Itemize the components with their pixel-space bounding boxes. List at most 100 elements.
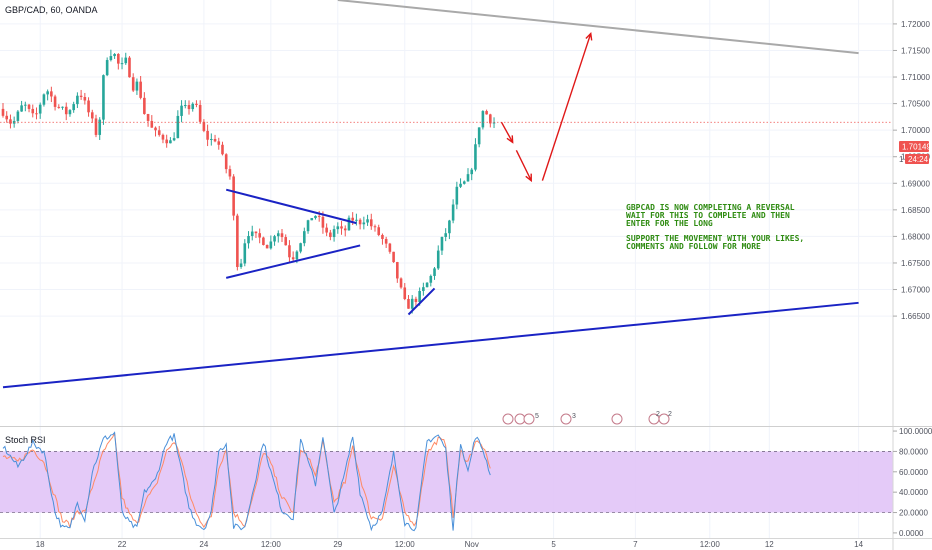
annotation-line: ENTER FOR THE LONG	[626, 219, 713, 228]
candle-body	[135, 81, 139, 91]
candle-body	[72, 104, 75, 111]
rsi-tick-label: 20.0000	[899, 509, 928, 518]
candle-body	[128, 57, 131, 78]
time-tick-label: 18	[36, 540, 45, 549]
candle-body	[1, 108, 5, 116]
candle-body	[474, 144, 477, 170]
candle-body	[381, 234, 384, 239]
candle-body	[53, 96, 57, 107]
candle-body	[422, 287, 425, 291]
candle-body	[329, 232, 332, 238]
candle-body	[46, 91, 49, 95]
price-tick-label: 1.71000	[901, 73, 930, 82]
rsi-tick-label: 100.0000	[899, 427, 932, 436]
trend-line	[2, 301, 859, 389]
time-tick-label: 22	[118, 540, 127, 549]
candle-body	[224, 154, 228, 170]
candle-body	[436, 250, 440, 269]
trend-line	[225, 244, 361, 279]
countdown-label: 24:24	[908, 155, 929, 164]
candle-body	[407, 299, 410, 309]
candle-body	[109, 56, 113, 61]
time-tick-label: 12:00	[261, 540, 282, 549]
event-icon[interactable]	[658, 413, 670, 425]
candle-body	[477, 127, 481, 145]
candle-body	[157, 130, 161, 135]
candle-body	[120, 63, 124, 65]
candle-body	[314, 215, 317, 219]
candle-body	[485, 111, 488, 115]
candle-body	[392, 251, 395, 263]
candle-body	[451, 204, 455, 221]
candle-body	[243, 243, 247, 264]
candle-body	[440, 236, 444, 251]
candle-body	[68, 110, 72, 115]
flag-icon[interactable]	[611, 413, 623, 425]
candle-body	[20, 105, 23, 112]
candle-body	[369, 219, 373, 227]
arrow-head	[525, 173, 532, 183]
candle-body	[76, 95, 79, 105]
trend-line	[407, 287, 436, 316]
arrow-head	[585, 31, 593, 41]
candle-body	[355, 219, 358, 221]
candle-body	[117, 53, 120, 64]
candle-body	[343, 228, 347, 231]
candle-body	[150, 120, 154, 128]
candle-body	[210, 138, 213, 140]
price-tick-label: 1.72000	[901, 20, 930, 29]
candle-body	[9, 119, 12, 124]
rsi-tick-label: 40.0000	[899, 488, 928, 497]
time-tick-label: Nov	[465, 540, 479, 549]
candle-body	[336, 226, 340, 230]
event-icon[interactable]	[523, 413, 535, 425]
candle-body	[169, 140, 172, 144]
candle-body	[94, 118, 98, 135]
candle-body	[384, 238, 388, 244]
rsi-tick-label: 0.0000	[899, 529, 924, 538]
candle-body	[191, 103, 195, 110]
candle-body	[396, 262, 399, 279]
time-tick-label: 12:00	[395, 540, 416, 549]
event-icon[interactable]	[502, 413, 514, 425]
candle-body	[325, 227, 328, 233]
candle-body	[295, 251, 299, 260]
stoch-rsi-pane	[0, 431, 893, 532]
candle-body	[113, 53, 116, 57]
chart-title: GBP/CAD, 60, OANDA	[5, 5, 98, 15]
candle-body	[239, 263, 243, 267]
candle-body	[280, 233, 284, 238]
candle-body	[262, 237, 265, 245]
candle-body	[288, 245, 291, 258]
candle-body	[165, 139, 168, 144]
candle-body	[198, 104, 202, 122]
resistance-line	[337, 0, 859, 55]
candle-body	[462, 181, 466, 184]
event-icon[interactable]	[560, 413, 572, 425]
price-marker: 1	[899, 155, 904, 164]
event-count: 2	[656, 411, 660, 418]
time-tick-label: 7	[633, 540, 638, 549]
price-tick-label: 1.68500	[901, 206, 930, 215]
time-tick-label: 12:00	[700, 540, 721, 549]
candle-body	[276, 233, 280, 237]
candle-body	[481, 111, 485, 128]
candle-body	[377, 227, 381, 235]
candle-body	[228, 169, 232, 177]
arrow-head	[506, 135, 514, 144]
candle-body	[5, 115, 9, 120]
candle-body	[187, 105, 191, 110]
event-badges[interactable]: 5 3 2 2	[502, 411, 672, 425]
candle-body	[24, 104, 27, 106]
candle-body	[247, 236, 250, 244]
candle-body	[347, 217, 351, 231]
candle-body	[362, 222, 366, 225]
candle-body	[321, 216, 325, 228]
candle-body	[83, 97, 87, 101]
candle-body	[172, 138, 176, 141]
candle-body	[50, 91, 53, 97]
candle-body	[79, 95, 83, 98]
candle-body	[254, 231, 258, 234]
